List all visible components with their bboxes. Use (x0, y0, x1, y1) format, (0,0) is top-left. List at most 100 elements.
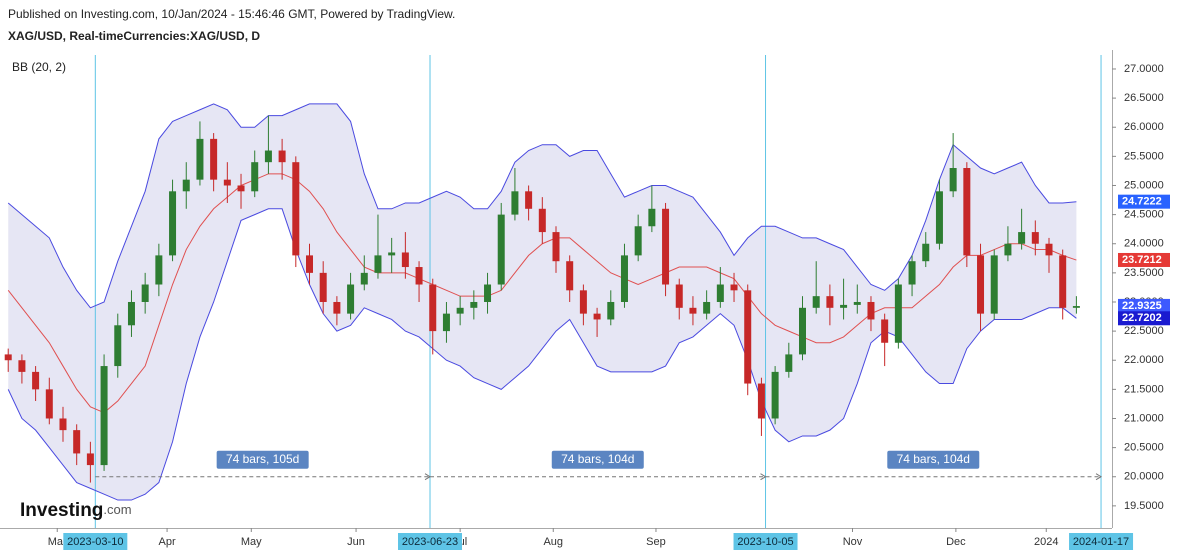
candle-body (429, 284, 437, 332)
candle-body (757, 383, 765, 419)
candle-body (1004, 243, 1012, 256)
marker-label-box (63, 533, 128, 550)
candle-body (894, 284, 902, 343)
plot: 74 bars, 105d 74 bars, 104d 74 bars, 104d I… (0, 50, 1200, 554)
y-tick-label: 22.0000 (1124, 354, 1164, 366)
y-tick-label: 22.5000 (1124, 325, 1164, 337)
candle-body (579, 290, 587, 314)
x-tick-label: 2024 (1034, 536, 1058, 548)
measure-label-box (551, 450, 644, 469)
candle-body (497, 214, 505, 285)
last-price-box (1118, 311, 1170, 326)
candle-body (607, 301, 615, 320)
x-tick-label: Sep (646, 536, 666, 548)
candle-body (470, 301, 478, 308)
measure-label: 74 bars, 105d (226, 452, 299, 466)
y-tick-label: 24.5000 (1124, 209, 1164, 221)
candle-body (525, 191, 533, 209)
candle-body (292, 162, 300, 256)
x-tick-label: Apr (159, 536, 176, 548)
candle-body (155, 255, 163, 285)
measure-arrow (760, 473, 767, 481)
marker-label-box (733, 533, 798, 550)
candle-body (922, 243, 930, 262)
candle-body (744, 290, 752, 384)
y-tick-label: 21.5000 (1124, 383, 1164, 395)
watermark-suffix: .com (103, 502, 131, 517)
candle-body (59, 418, 67, 431)
candle-body (401, 252, 409, 268)
candle-body (388, 252, 396, 256)
measure-arrow (1095, 473, 1103, 481)
candle-body (881, 319, 889, 343)
candle-body (374, 255, 382, 273)
candle-body (18, 360, 26, 372)
candle-body (1031, 232, 1039, 244)
y-tick-label: 24.0000 (1124, 238, 1164, 250)
candle-body (305, 255, 313, 273)
x-tick-label: Dec (946, 536, 966, 548)
candle-body (963, 168, 971, 256)
candle-body (251, 162, 259, 192)
last-price-label: 22.7202 (1122, 312, 1162, 324)
y-tick-label: 26.0000 (1124, 121, 1164, 133)
candle-body (360, 272, 368, 285)
last-price-box (1118, 194, 1170, 209)
candle-body (716, 284, 724, 302)
candle-body (634, 226, 642, 256)
candle-body (566, 261, 574, 291)
y-axis-bg (1112, 50, 1200, 528)
y-tick-label: 26.5000 (1124, 92, 1164, 104)
candle-body (538, 208, 546, 233)
x-tick-label: Jun (347, 536, 365, 548)
y-tick-label: 25.5000 (1124, 150, 1164, 162)
candle-body (264, 150, 272, 163)
candle-body (456, 307, 464, 314)
y-tick-label: 25.0000 (1124, 179, 1164, 191)
candle-body (730, 284, 738, 291)
marker-label: 2023-06-23 (402, 536, 458, 548)
x-tick-label: Mar (48, 536, 67, 548)
candle-body (182, 179, 190, 192)
measure-label: 74 bars, 104d (897, 452, 970, 466)
candle-body (990, 255, 998, 314)
candle-body (100, 366, 108, 466)
candle-body (45, 389, 53, 419)
x-tick-label: Aug (543, 536, 563, 548)
candle-body (552, 232, 560, 262)
y-tick-label: 23.5000 (1124, 267, 1164, 279)
candle-body (333, 301, 341, 314)
chart-title: Published on Investing.com, 10/Jan/2024 … (8, 7, 455, 21)
candle-body (703, 301, 711, 314)
candle-body (771, 371, 779, 419)
candle-body (127, 301, 135, 326)
last-price-box (1118, 252, 1170, 267)
candle-body (935, 191, 943, 244)
candle-body (977, 255, 985, 314)
candle-body (141, 284, 149, 302)
y-tick-label: 19.5000 (1124, 500, 1164, 512)
y-tick-label: 21.0000 (1124, 412, 1164, 424)
y-tick-label: 27.0000 (1124, 63, 1164, 75)
candle-body (442, 313, 450, 332)
candle-body (593, 313, 601, 320)
marker-label-box (398, 533, 463, 550)
candle-body (620, 255, 628, 302)
x-axis-bg (0, 528, 1200, 554)
candle-body (826, 296, 834, 308)
chart-subtitle: XAG/USD, Real-timeCurrencies:XAG/USD, D (8, 29, 260, 43)
candle-body (812, 296, 820, 308)
x-tick-label: Nov (843, 536, 863, 548)
candle-body (1018, 232, 1026, 244)
candle-body (853, 301, 861, 305)
candle-body (347, 284, 355, 314)
candle-body (415, 267, 423, 285)
candle-body (223, 179, 231, 186)
candle-body (278, 150, 286, 163)
last-price-label: 23.7212 (1122, 254, 1162, 266)
candle-body (169, 191, 177, 256)
candle-body (1059, 255, 1067, 308)
candle-body (840, 304, 848, 308)
indicator-label: BB (20, 2) (12, 60, 66, 74)
